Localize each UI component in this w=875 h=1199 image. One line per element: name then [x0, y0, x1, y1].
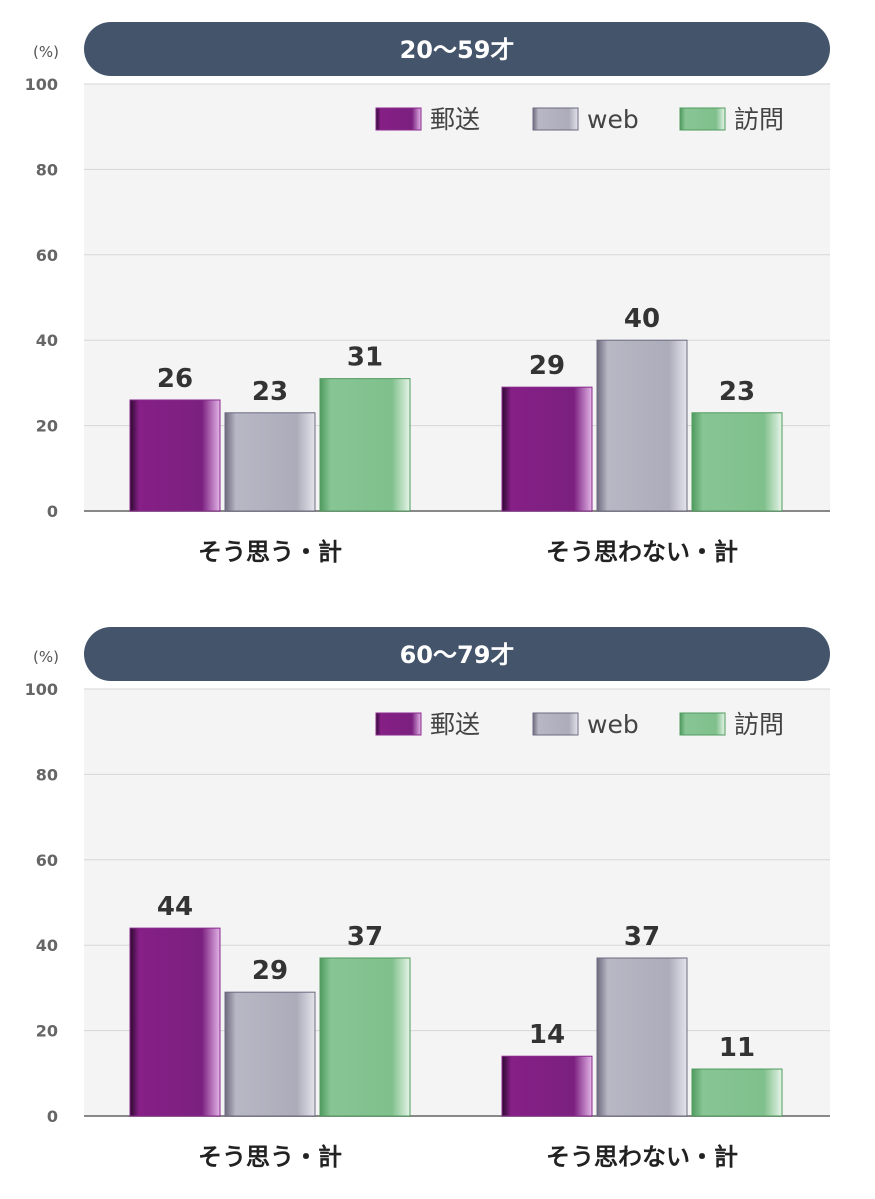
bar-value-label: 26 — [157, 364, 193, 394]
chart-title: 20〜59才 — [400, 36, 515, 64]
bar-訪問 — [691, 412, 783, 512]
bar-訪問 — [319, 378, 411, 512]
bar-郵送 — [129, 927, 221, 1117]
category-label: そう思わない・計 — [546, 1143, 738, 1171]
y-axis-unit: (%) — [33, 43, 59, 61]
legend-swatch-web — [532, 712, 579, 736]
title-banner — [84, 627, 830, 681]
legend-swatch-web — [532, 107, 579, 131]
y-tick-label: 40 — [36, 936, 58, 955]
bar-郵送 — [501, 386, 593, 512]
legend-label: 訪問 — [734, 105, 784, 134]
bar-value-label: 29 — [252, 956, 288, 986]
bar-value-label: 23 — [719, 377, 755, 407]
y-tick-label: 60 — [36, 851, 58, 870]
y-tick-label: 80 — [36, 160, 58, 179]
legend-swatch-訪問 — [679, 107, 726, 131]
bar-value-label: 40 — [624, 304, 660, 334]
bar-value-label: 37 — [347, 922, 383, 952]
legend-swatch-郵送 — [375, 712, 422, 736]
bar-value-label: 44 — [157, 892, 193, 922]
bar-value-label: 29 — [529, 351, 565, 381]
chart-title: 60〜79才 — [400, 641, 515, 669]
y-tick-label: 100 — [25, 75, 58, 94]
legend-label: 訪問 — [734, 710, 784, 739]
y-tick-label: 20 — [36, 1022, 58, 1041]
category-label: そう思わない・計 — [546, 538, 738, 566]
y-tick-label: 20 — [36, 417, 58, 436]
bar-value-label: 14 — [529, 1020, 565, 1050]
bar-web — [224, 991, 316, 1117]
bar-訪問 — [319, 957, 411, 1117]
category-label: そう思う・計 — [198, 538, 342, 566]
chart-1: 20〜59才 (%) 0 20 40 60 80 100 26 23 31 そう思う・計 29 40 23 そ… — [25, 22, 830, 566]
legend-label: web — [587, 105, 639, 134]
y-tick-label: 0 — [47, 1107, 58, 1126]
bar-web — [224, 412, 316, 512]
legend-swatch-郵送 — [375, 107, 422, 131]
bar-value-label: 23 — [252, 377, 288, 407]
y-tick-label: 100 — [25, 680, 58, 699]
bar-郵送 — [501, 1055, 593, 1117]
bar-訪問 — [691, 1068, 783, 1117]
bar-value-label: 31 — [347, 343, 383, 373]
legend-label: 郵送 — [430, 710, 480, 739]
legend-label: web — [587, 710, 639, 739]
bar-value-label: 37 — [624, 922, 660, 952]
category-label: そう思う・計 — [198, 1143, 342, 1171]
legend-swatch-訪問 — [679, 712, 726, 736]
y-axis-unit: (%) — [33, 648, 59, 666]
legend-label: 郵送 — [430, 105, 480, 134]
y-tick-label: 40 — [36, 331, 58, 350]
bar-web — [596, 339, 688, 512]
chart-2: 60〜79才 (%) 0 20 40 60 80 100 44 29 37 そう思う・計 14 37 11 そ… — [25, 627, 830, 1171]
bar-value-label: 11 — [719, 1033, 755, 1063]
y-tick-label: 60 — [36, 246, 58, 265]
y-tick-label: 0 — [47, 502, 58, 521]
title-banner — [84, 22, 830, 76]
y-tick-label: 80 — [36, 765, 58, 784]
bar-web — [596, 957, 688, 1117]
bar-郵送 — [129, 399, 221, 512]
